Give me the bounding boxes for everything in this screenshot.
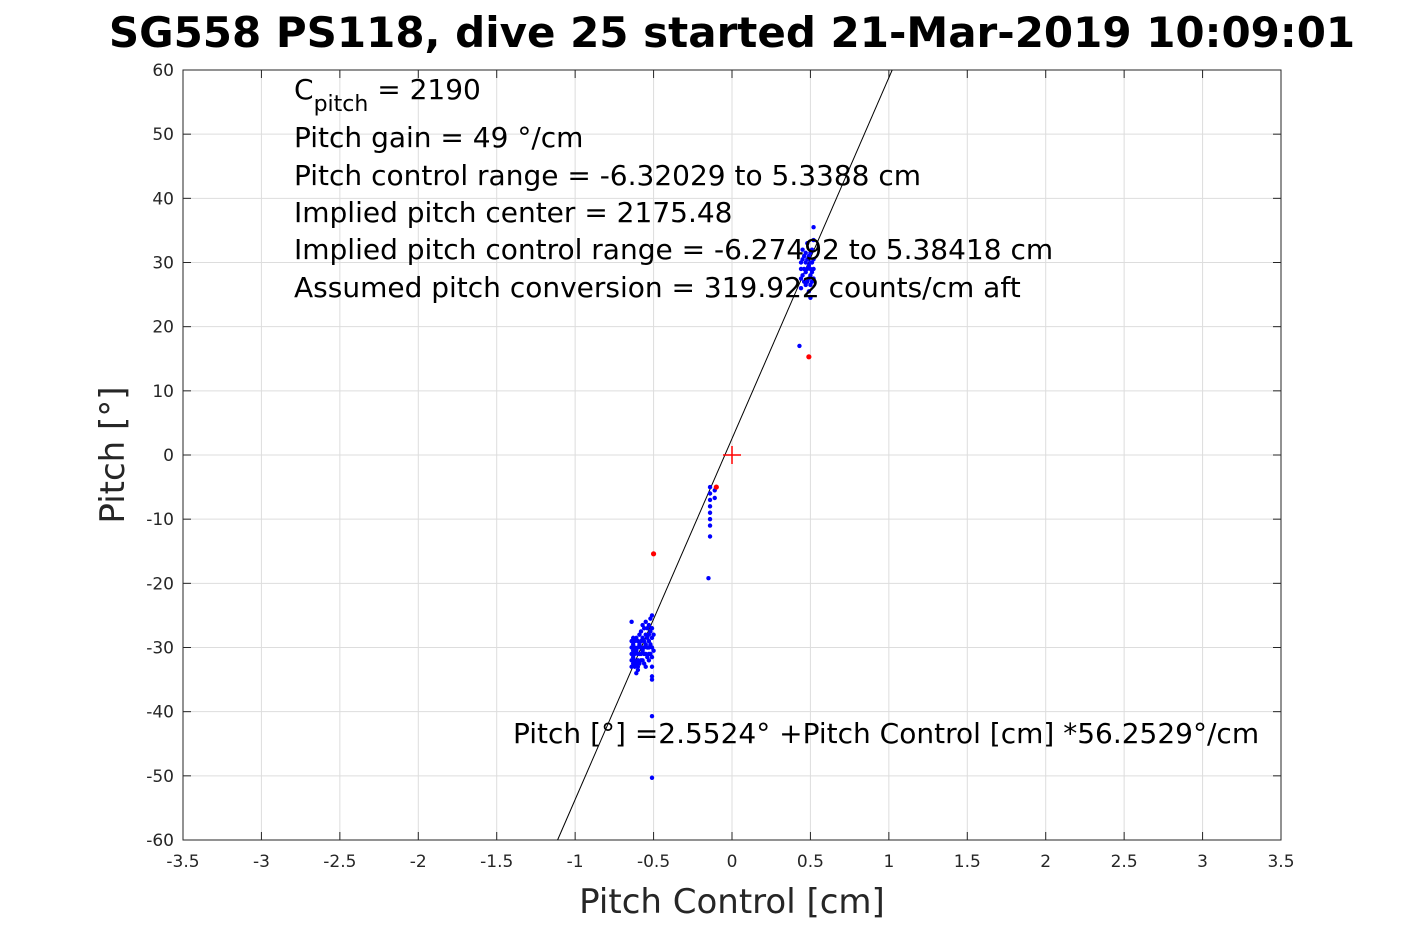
- data-point: [649, 713, 655, 719]
- y-tick-label: 10: [152, 382, 174, 402]
- chart-title: SG558 PS118, dive 25 started 21-Mar-2019…: [109, 8, 1355, 57]
- x-tick-label: 0.5: [797, 852, 824, 872]
- data-point: [651, 648, 656, 653]
- x-tick-label: 2.5: [1111, 852, 1138, 872]
- data-point: [806, 289, 812, 294]
- x-axis-label: Pitch Control [cm]: [579, 882, 885, 922]
- data-point: [706, 576, 711, 581]
- x-tick-label: 1.5: [954, 852, 981, 872]
- data-point: [707, 491, 713, 496]
- data-point: [649, 674, 655, 679]
- y-tick-label: -10: [146, 510, 174, 530]
- annotation-conversion: Assumed pitch conversion = 319.922 count…: [294, 271, 1021, 304]
- data-point: [803, 250, 808, 256]
- data-point: [707, 504, 713, 509]
- data-point: [629, 619, 634, 625]
- data-point: [798, 266, 804, 272]
- x-tick-label: 2: [1040, 852, 1051, 872]
- data-point: [707, 523, 713, 528]
- data-point: [649, 664, 655, 669]
- data-point: [707, 516, 713, 522]
- x-tick-label: -1: [567, 852, 584, 872]
- data-point: [707, 497, 713, 503]
- data-point: [811, 266, 816, 272]
- annotation-implied-range: Implied pitch control range = -6.27492 t…: [294, 233, 1053, 266]
- data-point: [707, 484, 713, 490]
- y-tick-label: -60: [146, 831, 174, 851]
- outlier-point: [650, 551, 657, 557]
- x-tick-label: -2: [410, 852, 427, 872]
- data-point: [638, 629, 644, 634]
- data-point: [649, 654, 655, 660]
- center-marker-group: [723, 446, 741, 464]
- data-point: [649, 677, 655, 682]
- c-pitch-value: = 2190: [368, 73, 481, 106]
- x-tick-label: -3.5: [166, 852, 199, 872]
- data-point: [641, 626, 647, 631]
- data-point: [707, 534, 713, 539]
- y-tick-label: -40: [146, 703, 174, 723]
- annotation-c-pitch: Cpitch = 2190: [294, 73, 481, 117]
- axis-ticks: -3.5 -3 -2.5 -2 -1.5 -1 -0.5 0 0.5 1 1.5 2 2.5 3 3.5 -6…: [146, 61, 1294, 872]
- data-point: [649, 613, 655, 618]
- data-point: [808, 295, 813, 300]
- data-point: [800, 273, 805, 278]
- data-point: [649, 775, 655, 780]
- x-tick-label: 0: [727, 852, 738, 872]
- x-tick-label: 3.5: [1267, 852, 1294, 872]
- data-point: [798, 285, 804, 291]
- data-point: [811, 225, 816, 230]
- outlier-point: [713, 484, 719, 490]
- data-point: [651, 632, 656, 637]
- data-points: [629, 225, 816, 780]
- y-tick-label: -50: [146, 767, 174, 787]
- data-point: [797, 343, 802, 349]
- data-point: [811, 237, 816, 243]
- data-point: [707, 510, 713, 515]
- y-tick-label: -20: [146, 574, 174, 594]
- x-tick-label: -2.5: [323, 852, 356, 872]
- annotation-pitch-center: Implied pitch center = 2175.48: [294, 196, 732, 229]
- data-point: [809, 247, 815, 252]
- data-point: [805, 241, 810, 246]
- y-tick-label: 20: [152, 318, 174, 338]
- c-pitch-symbol: C: [294, 73, 314, 106]
- data-point: [712, 495, 717, 501]
- y-tick-label: 50: [152, 125, 174, 145]
- data-point: [646, 622, 652, 628]
- y-tick-label: 30: [152, 254, 174, 274]
- y-tick-label: 0: [163, 446, 174, 466]
- data-point: [635, 667, 641, 673]
- x-tick-label: 1: [883, 852, 894, 872]
- data-point: [649, 626, 655, 631]
- fit-equation: Pitch [°] =2.5524° +Pitch Control [cm] *…: [513, 717, 1259, 750]
- x-tick-label: 3: [1197, 852, 1208, 872]
- outlier-point: [806, 354, 812, 360]
- y-axis-label: Pitch [°]: [93, 386, 133, 523]
- y-tick-label: 60: [152, 61, 174, 81]
- data-point: [811, 257, 816, 262]
- data-point: [643, 619, 648, 625]
- data-point: [811, 276, 816, 281]
- x-tick-label: -3: [253, 852, 270, 872]
- data-point: [646, 658, 652, 663]
- annotation-pitch-gain: Pitch gain = 49 °/cm: [294, 121, 583, 154]
- y-tick-label: 40: [152, 189, 174, 209]
- x-tick-label: -1.5: [480, 852, 513, 872]
- x-tick-label: -0.5: [637, 852, 670, 872]
- annotation-control-range: Pitch control range = -6.32029 to 5.3388…: [294, 159, 921, 192]
- y-tick-label: -30: [146, 639, 174, 659]
- grid: [182, 69, 1282, 841]
- data-point: [643, 664, 648, 669]
- data-point: [800, 247, 805, 252]
- c-pitch-subscript: pitch: [314, 92, 369, 117]
